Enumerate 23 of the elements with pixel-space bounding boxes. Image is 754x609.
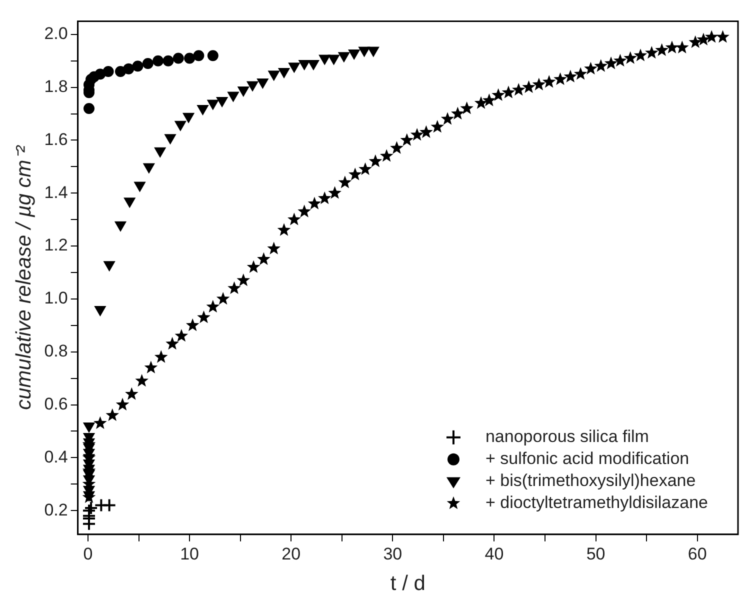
y-tick-label: 1.4	[44, 182, 68, 202]
x-tick-label: 30	[383, 544, 402, 564]
y-axis-title: cumulative release / µg cm⁻²	[12, 144, 36, 410]
legend-label: + bis(trimethoxysilyl)hexane	[485, 471, 696, 490]
x-tick-label: 0	[83, 544, 93, 564]
y-tick-label: 1.6	[44, 130, 68, 149]
x-tick-label: 20	[282, 544, 301, 564]
y-tick-label: 0.8	[44, 342, 68, 361]
y-tick-label: 1.0	[44, 288, 68, 308]
legend-label: + dioctyltetramethyldisilazane	[485, 493, 708, 512]
y-tick-label: 0.4	[44, 447, 68, 466]
x-axis-title: t / d	[390, 572, 426, 596]
x-tick-label: 10	[180, 544, 200, 564]
legend-label: nanoporous silica film	[485, 427, 649, 446]
y-tick-label: 1.2	[44, 236, 68, 255]
x-tick-label: 60	[688, 544, 707, 564]
y-tick-label: 0.2	[44, 500, 68, 520]
x-tick-label: 50	[586, 544, 606, 564]
y-tick-label: 2.0	[44, 24, 68, 44]
y-tick-label: 1.8	[44, 77, 68, 96]
legend-label: + sulfonic acid modification	[485, 449, 690, 468]
x-tick-label: 40	[484, 544, 504, 564]
y-tick-label: 0.6	[44, 394, 68, 414]
